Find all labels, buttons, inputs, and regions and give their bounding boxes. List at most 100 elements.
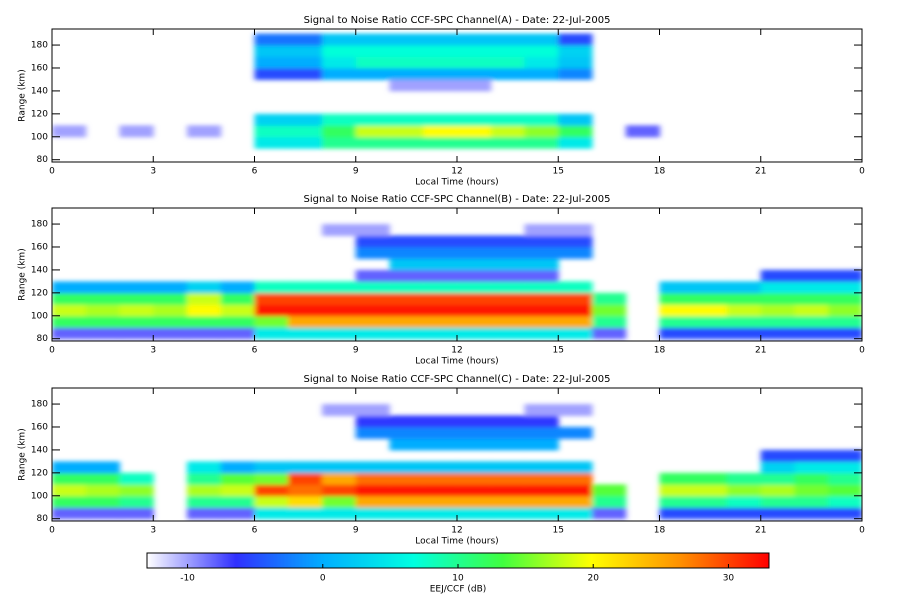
cell	[423, 507, 458, 520]
cell	[760, 472, 795, 485]
cell	[389, 246, 424, 259]
x-tick-label: 15	[553, 526, 564, 536]
cell	[389, 495, 424, 508]
cell	[828, 472, 862, 485]
cell	[490, 258, 525, 271]
cells	[52, 33, 660, 149]
cell	[457, 472, 492, 485]
cell	[524, 269, 559, 282]
cell	[288, 113, 323, 126]
x-tick-label: 6	[252, 167, 258, 177]
cell	[355, 426, 390, 439]
cell	[254, 507, 289, 520]
cell	[727, 292, 762, 305]
cell	[389, 79, 424, 92]
cell	[254, 484, 289, 497]
cell	[457, 113, 492, 126]
y-tick-label: 160	[31, 63, 48, 73]
cell	[457, 507, 492, 520]
cell	[220, 292, 255, 305]
cell	[524, 224, 559, 237]
colorbar-tick-label: 20	[587, 574, 599, 584]
cell	[490, 45, 525, 58]
cell	[187, 327, 222, 340]
cell	[288, 461, 323, 474]
cell	[355, 45, 390, 58]
cell	[490, 415, 525, 428]
cell	[288, 507, 323, 520]
cell	[288, 315, 323, 328]
cell	[423, 235, 458, 248]
cell	[558, 472, 593, 485]
cell	[85, 472, 120, 485]
cell	[254, 45, 289, 58]
cell	[558, 426, 593, 439]
cell	[322, 45, 357, 58]
y-axis-label: Range (km)	[18, 69, 28, 121]
cell	[52, 327, 87, 340]
cell	[490, 125, 525, 138]
cell	[490, 304, 525, 317]
cell	[52, 495, 87, 508]
x-tick-label: 0	[49, 526, 55, 536]
cell	[389, 67, 424, 80]
cell	[220, 281, 255, 294]
cell	[423, 113, 458, 126]
cell	[322, 404, 357, 417]
cell	[828, 495, 862, 508]
cell	[760, 495, 795, 508]
cell	[794, 461, 829, 474]
cell	[659, 315, 694, 328]
cell	[524, 258, 559, 271]
cell	[760, 507, 795, 520]
cell	[322, 125, 357, 138]
cell	[355, 235, 390, 248]
cell	[220, 472, 255, 485]
cell	[389, 113, 424, 126]
cell	[524, 292, 559, 305]
cell	[187, 472, 222, 485]
cell	[558, 484, 593, 497]
cell	[220, 315, 255, 328]
x-tick-label: 0	[859, 167, 865, 177]
cell	[457, 304, 492, 317]
cell	[760, 327, 795, 340]
cell	[220, 495, 255, 508]
cell	[524, 56, 559, 69]
cell	[794, 269, 829, 282]
cell	[187, 292, 222, 305]
x-tick-label: 18	[654, 346, 666, 356]
cell	[794, 472, 829, 485]
cell	[457, 495, 492, 508]
cell	[457, 426, 492, 439]
cell	[490, 426, 525, 439]
cell	[457, 461, 492, 474]
cell	[558, 304, 593, 317]
cell	[355, 67, 390, 80]
cell	[389, 315, 424, 328]
cell	[355, 507, 390, 520]
cell	[85, 304, 120, 317]
cell	[558, 292, 593, 305]
cell	[187, 495, 222, 508]
cell	[490, 472, 525, 485]
cell	[524, 484, 559, 497]
cell	[254, 315, 289, 328]
cell	[794, 484, 829, 497]
cell	[322, 461, 357, 474]
cell	[524, 45, 559, 58]
y-tick-label: 180	[31, 220, 48, 230]
cell	[288, 136, 323, 149]
cell	[760, 449, 795, 462]
cell	[389, 56, 424, 69]
cell	[524, 315, 559, 328]
cell	[794, 495, 829, 508]
cell	[659, 327, 694, 340]
cell	[490, 56, 525, 69]
x-tick-label: 15	[553, 346, 564, 356]
cell	[423, 438, 458, 451]
cell	[423, 472, 458, 485]
cell	[187, 507, 222, 520]
cell	[389, 426, 424, 439]
